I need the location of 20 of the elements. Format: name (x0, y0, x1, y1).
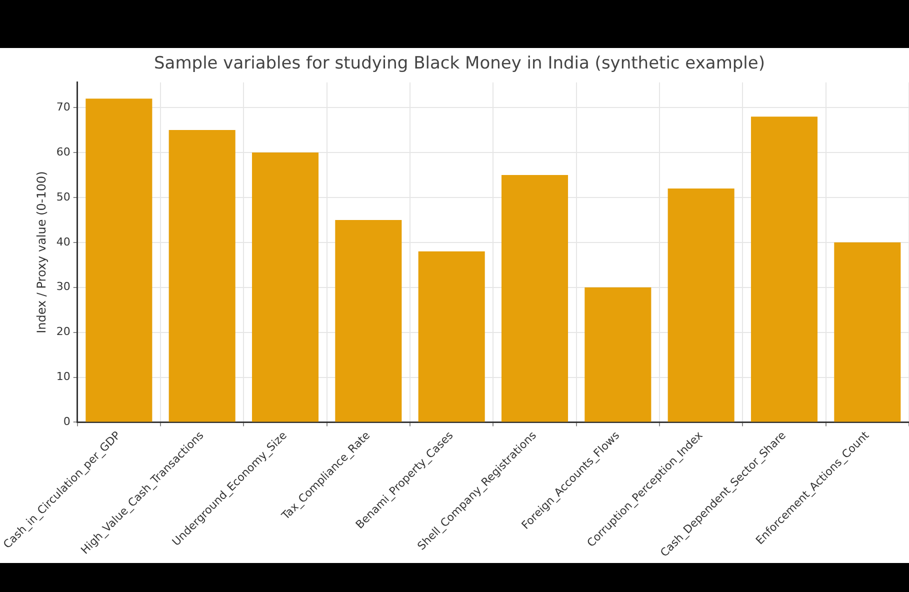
chart-title: Sample variables for studying Black Money in India (synthetic example) (154, 54, 765, 74)
y-tick-label: 30 (56, 280, 70, 294)
y-tick-label: 50 (56, 190, 70, 204)
y-tick-label: 0 (63, 415, 70, 428)
bar (418, 251, 485, 422)
bar (168, 130, 236, 422)
bar (252, 152, 319, 422)
y-tick-label: 40 (56, 235, 70, 248)
bar (584, 287, 652, 422)
bar (501, 175, 568, 422)
y-tick-label: 60 (56, 145, 70, 158)
bar (668, 188, 734, 422)
y-tick-label: 10 (56, 370, 70, 384)
bar (750, 116, 818, 422)
bar (834, 242, 901, 422)
y-axis-title: Index / Proxy value (0-100) (34, 171, 48, 334)
bar (86, 98, 152, 422)
bar (335, 220, 402, 422)
y-tick-label: 70 (56, 100, 70, 114)
y-tick-label: 20 (56, 325, 70, 338)
